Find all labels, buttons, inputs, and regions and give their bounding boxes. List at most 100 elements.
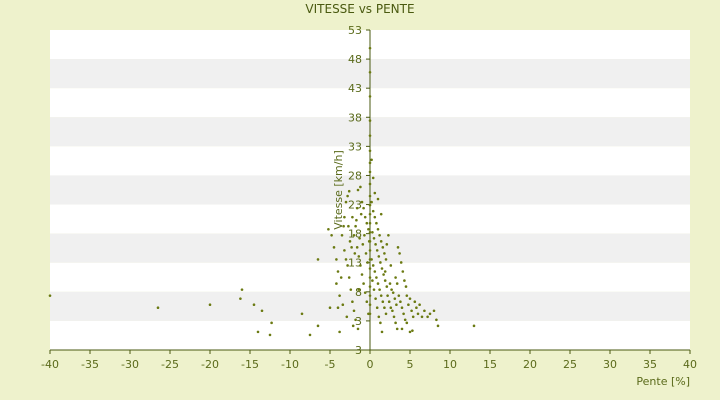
- data-point: [379, 261, 382, 264]
- data-point: [371, 264, 375, 267]
- data-point: [356, 327, 360, 331]
- data-point: [343, 249, 346, 252]
- data-point: [380, 267, 384, 270]
- data-point: [403, 279, 406, 282]
- data-point: [353, 252, 357, 255]
- data-point: [389, 264, 393, 267]
- y-tick-label: 23: [348, 199, 362, 212]
- data-point: [368, 149, 372, 153]
- data-point: [340, 233, 344, 237]
- data-point: [368, 230, 372, 234]
- data-point: [339, 276, 343, 279]
- data-point: [381, 300, 385, 303]
- data-point: [350, 246, 353, 249]
- data-point: [387, 233, 390, 237]
- data-point: [375, 306, 379, 310]
- data-point: [375, 276, 378, 279]
- data-point: [395, 282, 399, 285]
- data-point: [379, 294, 383, 297]
- data-point: [399, 300, 402, 303]
- data-point: [435, 318, 438, 322]
- data-point: [378, 288, 381, 291]
- data-point: [362, 282, 365, 285]
- data-point: [420, 315, 424, 319]
- data-point: [368, 267, 372, 270]
- data-point: [404, 285, 408, 288]
- data-point: [415, 306, 418, 310]
- data-point: [400, 306, 404, 310]
- data-point: [48, 294, 52, 297]
- data-point: [359, 212, 363, 216]
- data-point: [374, 243, 377, 246]
- data-point: [351, 300, 354, 303]
- data-point: [363, 291, 367, 294]
- y-tick-label: 18: [348, 228, 362, 241]
- data-point: [368, 119, 372, 122]
- x-tick-label: 20: [523, 358, 537, 371]
- data-point: [390, 288, 393, 291]
- data-point: [395, 327, 399, 331]
- data-point: [332, 246, 336, 249]
- y-tick-label: 43: [348, 82, 362, 95]
- data-point: [399, 261, 403, 264]
- data-point: [368, 212, 372, 216]
- x-tick-label: -10: [281, 358, 299, 371]
- data-point: [382, 273, 385, 276]
- data-point: [403, 318, 407, 322]
- data-point: [335, 258, 338, 261]
- data-point: [394, 276, 397, 279]
- data-point: [375, 249, 379, 252]
- data-point: [405, 321, 409, 325]
- data-point: [413, 300, 417, 303]
- data-point: [335, 282, 338, 285]
- data-point: [368, 170, 372, 174]
- data-point: [374, 297, 377, 300]
- data-point: [372, 237, 376, 240]
- data-point: [371, 176, 375, 180]
- data-point: [395, 303, 398, 307]
- data-point: [336, 306, 340, 310]
- data-point: [381, 246, 385, 249]
- data-point: [346, 264, 349, 267]
- data-point: [396, 246, 400, 249]
- data-point: [377, 255, 381, 258]
- data-point: [365, 300, 369, 303]
- data-point: [368, 276, 372, 279]
- data-point: [393, 297, 397, 300]
- data-point: [341, 303, 345, 307]
- data-point: [352, 233, 356, 237]
- x-tick-label: -35: [81, 358, 99, 371]
- data-point: [391, 291, 395, 294]
- data-point: [361, 243, 365, 246]
- data-point: [368, 194, 372, 198]
- data-point: [342, 224, 345, 228]
- data-point: [338, 294, 341, 297]
- data-point: [347, 276, 351, 279]
- data-point: [368, 203, 372, 207]
- data-point: [383, 306, 386, 310]
- data-point: [359, 185, 362, 189]
- data-point: [370, 200, 373, 204]
- data-point: [344, 200, 348, 204]
- data-point: [352, 309, 356, 313]
- data-point: [370, 158, 373, 162]
- data-point: [379, 321, 382, 325]
- x-tick-label: 40: [683, 358, 697, 371]
- data-point: [354, 224, 357, 228]
- data-point: [362, 206, 365, 210]
- x-tick-label: -30: [121, 358, 139, 371]
- data-point: [410, 309, 413, 313]
- data-point: [436, 324, 440, 328]
- y-tick-label: 53: [348, 24, 362, 37]
- data-point: [328, 306, 332, 310]
- data-point: [316, 324, 320, 328]
- data-point: [268, 333, 272, 337]
- y-tick-label: 48: [348, 53, 362, 66]
- data-point: [376, 197, 380, 201]
- data-point: [344, 258, 348, 261]
- y-tick-label: 3: [355, 344, 362, 357]
- data-point: [384, 258, 388, 261]
- data-point: [270, 321, 273, 325]
- data-point: [402, 312, 405, 316]
- data-point: [252, 303, 256, 307]
